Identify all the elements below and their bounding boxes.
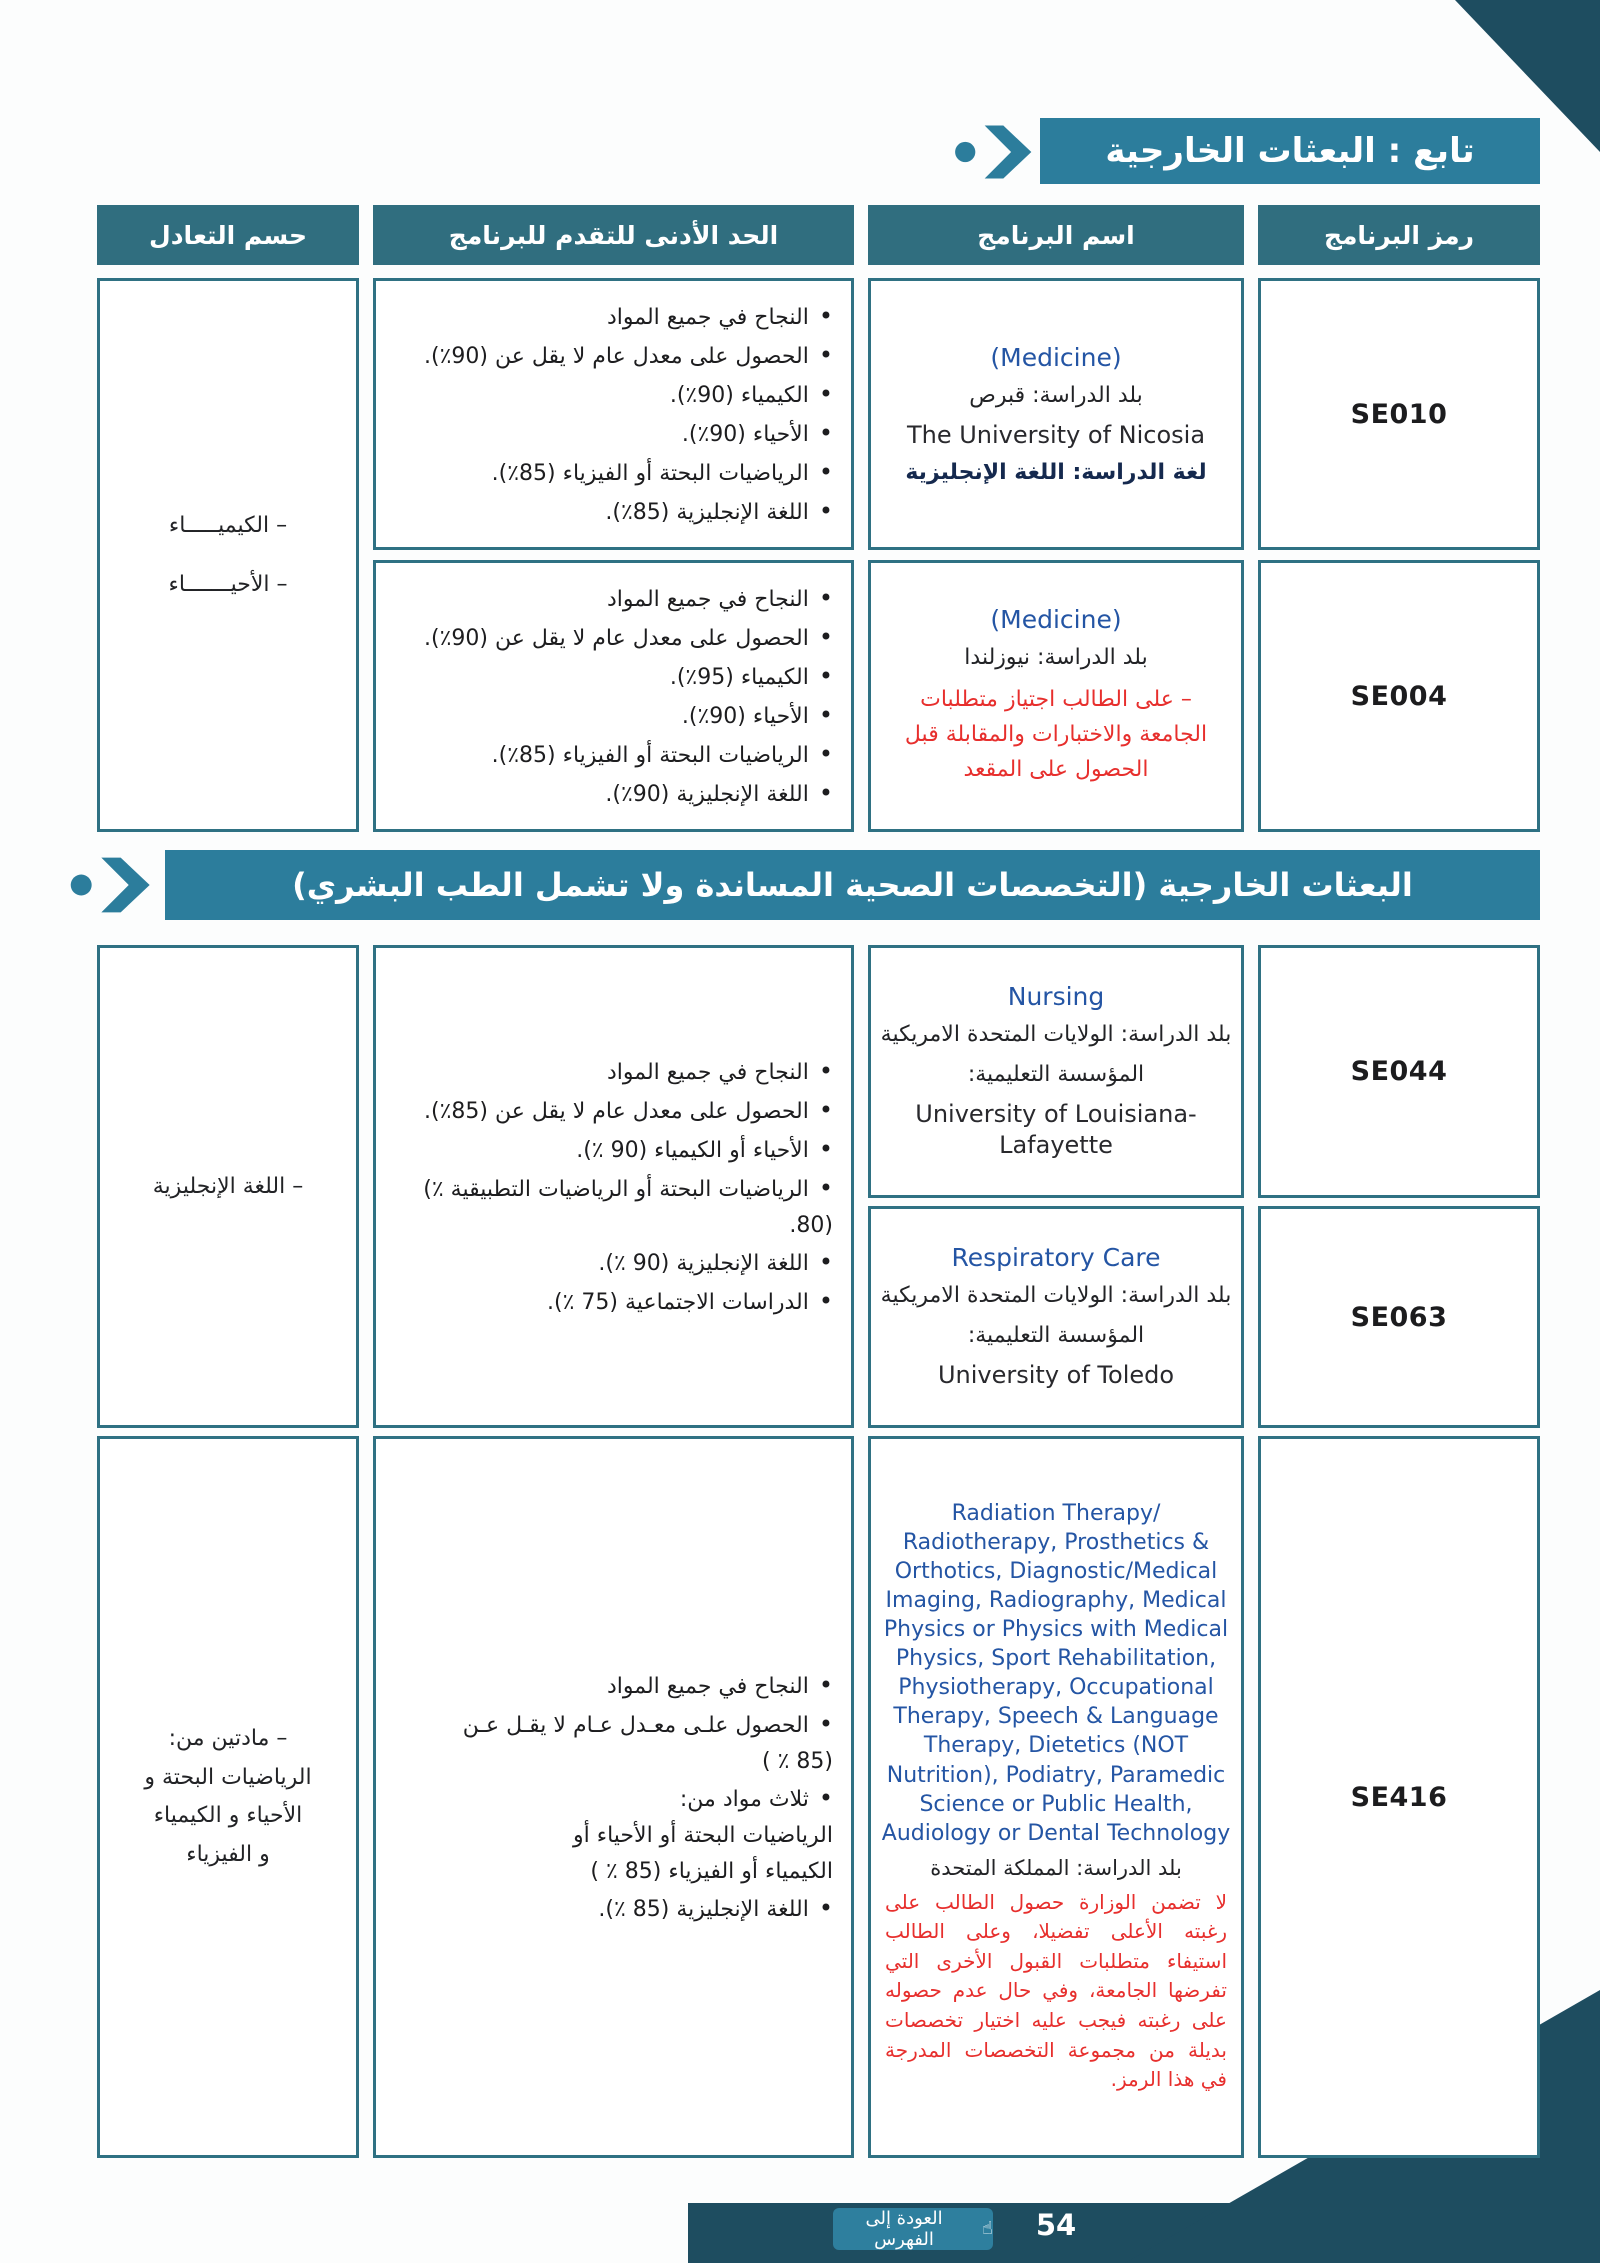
- requirement-item: اللغة الإنجليزية ‭(٪ 85)‬.: [390, 1889, 833, 1928]
- requirement-item: الأحياء ‭(٪90)‬.: [390, 696, 833, 735]
- tie-deduction-text: – الكيميـــــاء – الأحيـــــــاء: [168, 512, 288, 597]
- col-header-program-name: اسم البرنامج: [868, 205, 1244, 265]
- institution-name: The University of Nicosia: [906, 421, 1206, 450]
- min-requirements-cell: النجاح في جميع الموادالحصول على معدل عام…: [373, 945, 854, 1428]
- tie-deduction-cell: – الكيميـــــاء – الأحيـــــــاء: [97, 278, 359, 832]
- program-name-cell: Radiation Therapy/ Radiotherapy, Prosthe…: [868, 1436, 1244, 2158]
- program-name-english: (Medicine): [990, 604, 1122, 634]
- pointer-hand-icon: ☝: [982, 2218, 993, 2239]
- program-warning-note: – على الطالب اجتياز متطلبات الجامعة والا…: [904, 686, 1208, 783]
- requirement-item: اللغة الإنجليزية ‭(٪85)‬.: [390, 492, 833, 531]
- program-code-cell: SE063: [1258, 1206, 1540, 1428]
- min-requirements-cell: النجاح في جميع الموادالحصول على معدل عام…: [373, 278, 854, 550]
- col-header-min-requirements: الحد الأدنى للتقدم للبرنامج: [373, 205, 854, 265]
- requirements-list: النجاح في جميع الموادالحصول على معدل عام…: [382, 1052, 845, 1321]
- program-name-cell: (Medicine) بلد الدراسة: قبرص The Univers…: [868, 278, 1244, 550]
- program-code-cell: SE416: [1258, 1436, 1540, 2158]
- min-requirements-cell: النجاح في جميع الموادالحصول علـى معـدل ع…: [373, 1436, 854, 2158]
- program-name-cell: Respiratory Care بلد الدراسة: الولايات ا…: [868, 1206, 1244, 1428]
- study-country: بلد الدراسة: الولايات المتحدة الامريكية: [880, 1283, 1232, 1309]
- program-code: SE010: [1350, 398, 1448, 430]
- study-country: بلد الدراسة: نيوزلندا: [964, 644, 1148, 670]
- requirement-item: الأحياء أو الكيمياء ‭(٪ 90)‬.: [390, 1130, 833, 1169]
- program-code: SE004: [1350, 680, 1448, 712]
- requirements-list: النجاح في جميع الموادالحصول على معدل عام…: [382, 579, 845, 812]
- tie-deduction-cell: – اللغة الإنجليزية: [97, 945, 359, 1428]
- requirement-item: النجاح في جميع المواد: [390, 297, 833, 336]
- requirement-item: اللغة الإنجليزية ‭(٪90)‬.: [390, 774, 833, 813]
- requirement-item: الحصول علـى معـدل عـام لا يقـل عـن ‭( ٪ …: [390, 1705, 833, 1780]
- institution-name: University of Louisiana-Lafayette: [915, 1099, 1197, 1159]
- program-code: SE416: [1350, 1781, 1448, 1813]
- program-code-cell: SE044: [1258, 945, 1540, 1198]
- program-warning-note: لا تضمن الوزارة حصول الطالب على رغبته ال…: [885, 1889, 1227, 2092]
- requirement-item: الحصول على معدل عام لا يقل عن ‭(٪90)‬.: [390, 618, 833, 657]
- requirement-item: النجاح في جميع المواد: [390, 579, 833, 618]
- study-country: بلد الدراسة: قبرص: [969, 383, 1143, 409]
- requirement-item: اللغة الإنجليزية ‭(٪ 90)‬.: [390, 1243, 833, 1282]
- requirement-item: الدراسات الاجتماعية ‭(٪ 75)‬.: [390, 1282, 833, 1321]
- chevron-dot-icon: [70, 857, 150, 913]
- col-header-program-code: رمز البرنامج: [1258, 205, 1540, 265]
- program-name-english: (Medicine): [990, 343, 1122, 373]
- table-medicine-scholarships: SE010 (Medicine) بلد الدراسة: قبرص The U…: [97, 278, 1540, 832]
- requirement-item: ثلاث مواد من: الرياضيات البحتة أو الأحيا…: [390, 1779, 833, 1889]
- program-code-cell: SE010: [1258, 278, 1540, 550]
- table-header-row: رمز البرنامج اسم البرنامج الحد الأدنى لل…: [97, 205, 1540, 265]
- program-code: SE044: [1350, 1056, 1448, 1087]
- requirements-list: النجاح في جميع الموادالحصول على معدل عام…: [382, 297, 845, 530]
- program-name-english: Radiation Therapy/ Radiotherapy, Prosthe…: [881, 1501, 1231, 1846]
- study-language: لغة الدراسة: اللغة الإنجليزية: [905, 459, 1207, 485]
- back-to-index-label: العودة إلى الفهرس: [865, 2208, 943, 2250]
- col-header-tie-deduction: حسم التعادل: [97, 205, 359, 265]
- requirement-item: النجاح في جميع المواد: [390, 1052, 833, 1091]
- tie-deduction-text: – مادتين من: الرياضيات البحتة و الأحياء …: [144, 1726, 312, 1867]
- institution-label: المؤسسة التعليمية:: [967, 1061, 1145, 1087]
- requirement-item: الرياضيات البحتة أو الرياضيات التطبيقية …: [390, 1169, 833, 1244]
- requirement-item: الكيمياء ‭(٪95)‬.: [390, 657, 833, 696]
- requirement-item: الرياضيات البحتة أو الفيزياء ‭(٪85)‬.: [390, 735, 833, 774]
- program-code: SE063: [1350, 1301, 1448, 1333]
- requirement-item: النجاح في جميع المواد: [390, 1666, 833, 1705]
- requirement-item: الحصول على معدل عام لا يقل عن ‭(٪85)‬.: [390, 1091, 833, 1130]
- requirement-item: الحصول على معدل عام لا يقل عن ‭(٪90)‬.: [390, 336, 833, 375]
- section-banner-allied-health: البعثات الخارجية (التخصصات الصحية المسان…: [165, 850, 1540, 920]
- program-name-english: Respiratory Care: [951, 1243, 1161, 1273]
- study-country: بلد الدراسة: المملكة المتحدة: [930, 1855, 1182, 1880]
- banner-allied-title: البعثات الخارجية (التخصصات الصحية المسان…: [292, 866, 1413, 904]
- section-banner-continued: تابع : البعثات الخارجية: [1040, 118, 1540, 184]
- banner-continued-title: تابع : البعثات الخارجية: [1105, 131, 1475, 171]
- program-code-cell: SE004: [1258, 560, 1540, 832]
- tie-deduction-cell: – مادتين من: الرياضيات البحتة و الأحياء …: [97, 1436, 359, 2158]
- min-requirements-cell: النجاح في جميع الموادالحصول على معدل عام…: [373, 560, 854, 832]
- program-name-english: Nursing: [1007, 981, 1105, 1011]
- institution-name: University of Toledo: [937, 1360, 1175, 1389]
- requirements-list: النجاح في جميع الموادالحصول علـى معـدل ع…: [382, 1666, 845, 1928]
- institution-label: المؤسسة التعليمية:: [967, 1322, 1145, 1348]
- requirement-item: الأحياء ‭(٪90)‬.: [390, 414, 833, 453]
- tie-deduction-text: – اللغة الإنجليزية: [152, 1174, 304, 1199]
- requirement-item: الكيمياء ‭(٪90)‬.: [390, 375, 833, 414]
- back-to-index-button[interactable]: ☝ العودة إلى الفهرس: [833, 2208, 993, 2250]
- study-country: بلد الدراسة: الولايات المتحدة الامريكية: [880, 1021, 1232, 1047]
- chevron-dot-icon: [955, 125, 1032, 179]
- table-allied-health-scholarships: SE044 Nursing بلد الدراسة: الولايات المت…: [97, 945, 1540, 2158]
- requirement-item: الرياضيات البحتة أو الفيزياء ‭(٪85)‬.: [390, 453, 833, 492]
- program-name-cell: (Medicine) بلد الدراسة: نيوزلندا – على ا…: [868, 560, 1244, 832]
- page-number: 54: [1035, 2208, 1077, 2242]
- program-name-cell: Nursing بلد الدراسة: الولايات المتحدة ال…: [868, 945, 1244, 1198]
